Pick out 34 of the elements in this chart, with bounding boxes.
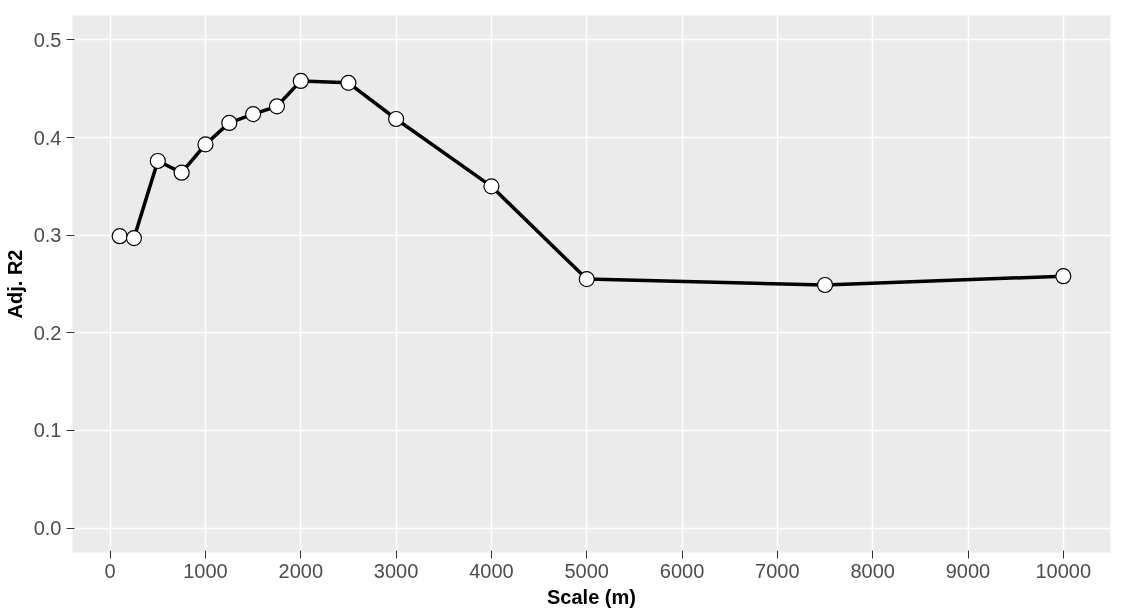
point <box>111 228 128 245</box>
y-tick-label: 0.1 <box>33 419 62 442</box>
x-tick-label: 4000 <box>469 559 514 582</box>
x-tick-label: 2000 <box>278 559 324 582</box>
point <box>197 136 214 153</box>
y-tick-label: 0.3 <box>33 224 62 247</box>
x-tick-label: 9000 <box>945 559 991 582</box>
y-tick-label: 0.2 <box>33 321 62 344</box>
point <box>125 230 143 247</box>
point <box>816 276 834 294</box>
point <box>149 152 166 170</box>
point <box>173 164 190 181</box>
point <box>292 72 309 89</box>
x-tick-label: 3000 <box>373 559 419 582</box>
x-tick-label: 7000 <box>755 559 800 582</box>
x-tick-label: 1000 <box>183 559 228 582</box>
x-tick-label: 6000 <box>659 559 705 582</box>
y-tick-label: 0.4 <box>33 126 62 149</box>
y-axis-title: Adj. R2 <box>3 249 26 319</box>
point <box>268 98 286 115</box>
point <box>221 114 238 131</box>
x-tick-label: 8000 <box>850 559 895 582</box>
x-tick-label: 10000 <box>1035 559 1092 582</box>
point <box>340 74 357 91</box>
point <box>245 106 262 123</box>
point <box>1055 268 1072 285</box>
point <box>483 178 500 195</box>
y-tick-label: 0.0 <box>33 517 62 540</box>
x-tick-label: 0 <box>104 559 116 582</box>
x-tick-label: 5000 <box>564 559 609 582</box>
point <box>578 271 595 288</box>
x-axis-title: Scale (m) <box>547 585 636 608</box>
y-tick-label: 0.5 <box>33 28 62 51</box>
point <box>388 110 405 128</box>
